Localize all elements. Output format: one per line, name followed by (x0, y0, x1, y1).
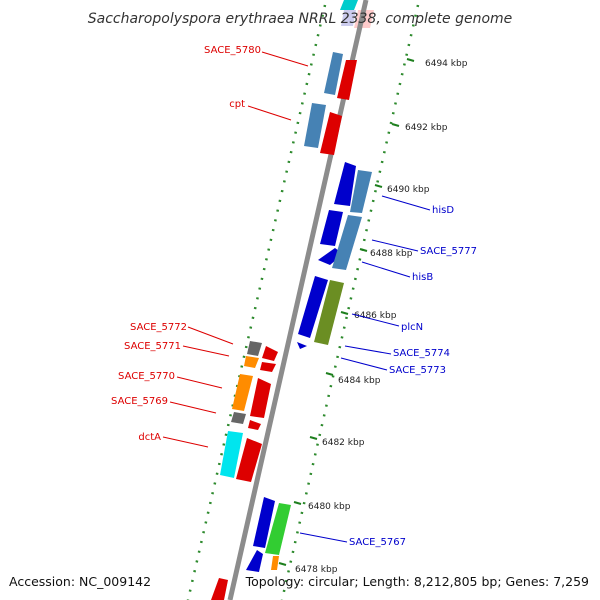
gene-label: SACE_5777 (420, 246, 477, 257)
leader-SACE_5771 (182, 345, 230, 357)
gene-hisD (334, 162, 356, 206)
gene-SACE_5767-orange (271, 556, 279, 570)
leader-plcN (351, 313, 400, 327)
gene-plcN (298, 276, 328, 338)
gene-label: SACE_5774 (393, 348, 450, 359)
gene-partial-top-cyan (340, 0, 358, 10)
gene-SACE_5769-r (248, 420, 261, 430)
leader-SACE_5777 (371, 239, 419, 252)
dotted-guides (186, 4, 420, 600)
summary-text: Topology: circular; Length: 8,212,805 bp… (245, 574, 589, 589)
tick-mark-6 (309, 436, 318, 440)
gene-SACE_5771-r2 (260, 362, 276, 372)
leader-SACE_5769 (169, 401, 217, 414)
tick-label: 6492 kbp (405, 123, 448, 133)
gene-bottom-partial (211, 578, 228, 600)
tick-mark-3 (359, 248, 368, 252)
leader-SACE_5767 (299, 532, 348, 543)
tick-label: 6486 kbp (354, 311, 397, 321)
gene-label: SACE_5780 (204, 45, 261, 56)
leader-dctA (162, 436, 209, 448)
tick-label: 6484 kbp (338, 376, 381, 386)
leader-SACE_5772 (187, 326, 234, 345)
gene-label: hisB (412, 272, 433, 283)
leader-hisD (381, 195, 431, 211)
gene-hisD-band (350, 170, 372, 213)
kbp-labels: 6494 kbp 6492 kbp 6490 kbp 6488 kbp 6486… (295, 59, 468, 575)
leader-SACE_5770 (176, 376, 223, 389)
gene-glyphs (211, 52, 372, 600)
outer-guide-ring (280, 4, 420, 600)
tick-mark-2 (374, 184, 383, 188)
forward-gene-labels (162, 51, 309, 448)
gene-SACE_5770 (232, 374, 253, 411)
leader-SACE_5780 (261, 51, 309, 67)
gene-label: SACE_5771 (124, 341, 181, 352)
gene-partial-top-lavender (341, 10, 356, 26)
reverse-gene-labels (299, 195, 431, 543)
gene-dctA (220, 431, 243, 478)
tick-mark-8 (278, 562, 287, 566)
tick-label: 6482 kbp (322, 438, 365, 448)
leader-cpt (247, 105, 292, 121)
gene-cpt (304, 103, 326, 148)
tick-label: 6478 kbp (295, 565, 338, 575)
tick-label: 6480 kbp (308, 502, 351, 512)
leader-hisB (361, 261, 411, 278)
accession-text: Accession: NC_009142 (9, 574, 151, 589)
leader-SACE_5773 (340, 357, 388, 371)
gene-SACE_5771-r (262, 346, 278, 361)
reverse-gene-label-text: hisD SACE_5777 hisB plcN SACE_5774 SACE_… (349, 205, 477, 548)
gene-SACE_5770-r (250, 378, 271, 418)
tick-mark-4 (340, 311, 349, 315)
genome-backbone (227, 0, 369, 600)
gene-SACE_5767-green (265, 503, 291, 555)
tick-mark-7 (293, 501, 302, 505)
forward-gene-label-text: SACE_5780 cpt SACE_5772 SACE_5771 SACE_5… (111, 45, 261, 443)
gene-label: SACE_5769 (111, 396, 168, 407)
tick-mark-1 (391, 123, 400, 127)
tick-mark-5 (325, 372, 334, 376)
gene-cpt-arrow (320, 112, 342, 155)
gene-SACE_5780-arrow (337, 60, 357, 100)
gene-label: SACE_5767 (349, 537, 406, 548)
tick-label: 6490 kbp (387, 185, 430, 195)
gene-label: cpt (229, 99, 245, 110)
tick-mark-0 (406, 58, 415, 62)
gene-label: SACE_5773 (389, 365, 446, 376)
gene-SACE_5780 (324, 52, 343, 95)
leader-SACE_5774 (344, 345, 392, 355)
gene-SACE_5767-b (246, 550, 263, 572)
gene-dctA-r (236, 438, 262, 482)
gene-label: SACE_5772 (130, 322, 187, 333)
tick-label: 6494 kbp (425, 59, 468, 69)
gene-label: hisD (432, 205, 454, 216)
gene-SACE_5774 (297, 342, 307, 349)
inner-guide-ring (186, 4, 327, 600)
gene-SACE_5777-b (318, 248, 343, 265)
tick-label: 6488 kbp (370, 249, 413, 259)
gene-label: plcN (401, 322, 423, 333)
gene-SACE_5777 (320, 210, 343, 246)
gene-SACE_5767 (253, 497, 275, 548)
gene-label: SACE_5770 (118, 371, 175, 382)
gene-label: dctA (138, 432, 161, 443)
gene-plcN-band (314, 280, 344, 345)
gene-SACE_5771 (244, 356, 259, 368)
gene-SACE_5769 (231, 412, 246, 424)
gene-SACE_5772 (247, 341, 262, 356)
gene-hisB (332, 215, 362, 270)
kbp-ticks (278, 58, 415, 566)
map-title: Saccharopolyspora erythraea NRRL 2338, c… (88, 11, 513, 27)
